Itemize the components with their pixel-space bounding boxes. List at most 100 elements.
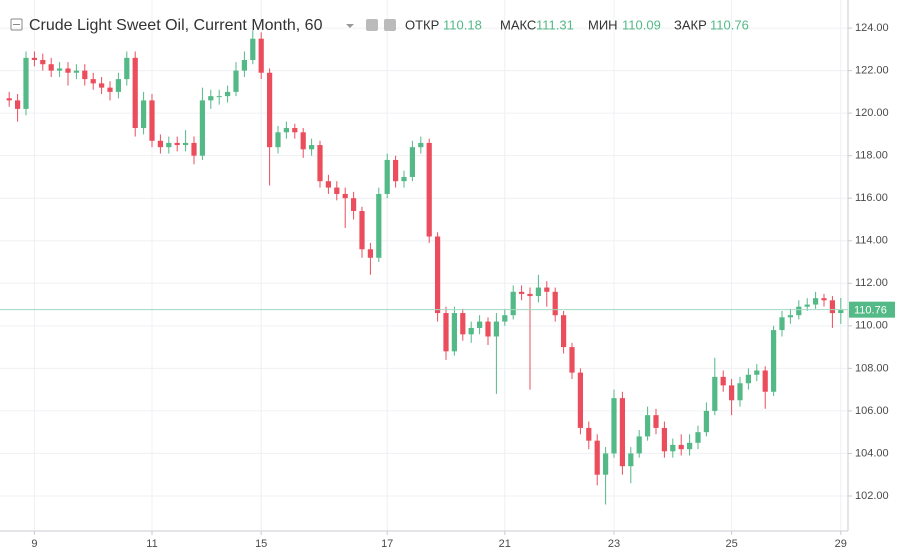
candle-body bbox=[502, 315, 508, 322]
hide-icon[interactable] bbox=[384, 19, 396, 31]
candle-body bbox=[317, 145, 323, 182]
candle-body bbox=[40, 59, 46, 65]
candle-body bbox=[359, 210, 365, 250]
x-tick-label: 15 bbox=[255, 538, 267, 550]
candle-body bbox=[376, 193, 382, 258]
candle-body bbox=[350, 198, 357, 211]
last-price-box bbox=[849, 301, 895, 318]
candle-body bbox=[82, 70, 88, 80]
settings-icon[interactable] bbox=[366, 19, 378, 31]
candle-body bbox=[182, 142, 189, 146]
candle-body bbox=[728, 385, 735, 401]
candle-body bbox=[569, 347, 575, 373]
collapse-icon[interactable] bbox=[10, 18, 23, 31]
candle-body bbox=[124, 57, 130, 80]
candle-body bbox=[636, 436, 642, 454]
candle-body bbox=[586, 427, 592, 441]
candle-body bbox=[48, 64, 54, 71]
candle-body bbox=[250, 38, 256, 60]
candle-body bbox=[224, 91, 231, 97]
candle-body bbox=[191, 142, 197, 156]
candle-body bbox=[300, 132, 306, 150]
stat-label: МАКС bbox=[500, 17, 536, 32]
candle-body bbox=[787, 315, 794, 318]
y-tick-label: 110.00 bbox=[855, 320, 888, 332]
candle-body bbox=[653, 415, 659, 428]
x-tick-label: 17 bbox=[381, 538, 393, 550]
candle-body bbox=[510, 291, 516, 316]
y-tick-label: 114.00 bbox=[855, 235, 888, 247]
candle-body bbox=[98, 83, 105, 88]
x-tick-label: 25 bbox=[725, 538, 737, 550]
candle-body bbox=[644, 415, 651, 437]
chart-title: Crude Light Sweet Oil, Current Month, 60 bbox=[29, 17, 323, 34]
candle-body bbox=[166, 142, 172, 148]
candle-body bbox=[619, 398, 626, 467]
candle-body bbox=[745, 374, 752, 384]
candle-body bbox=[292, 128, 298, 133]
candle-body bbox=[23, 57, 29, 109]
x-tick-label: 21 bbox=[499, 538, 511, 550]
stat-value: 110.18 bbox=[443, 17, 482, 32]
candle-body bbox=[418, 142, 424, 148]
candle-body bbox=[838, 309, 844, 314]
candle-body bbox=[90, 79, 96, 84]
y-tick-label: 112.00 bbox=[855, 277, 888, 289]
candle-body bbox=[14, 100, 21, 109]
candle-body bbox=[821, 298, 827, 301]
candle-body bbox=[611, 398, 617, 454]
candle-body bbox=[661, 427, 668, 452]
candle-body bbox=[241, 59, 248, 71]
y-tick-label: 104.00 bbox=[855, 447, 889, 459]
candle-body bbox=[796, 306, 802, 316]
candle-body bbox=[737, 383, 743, 401]
candle-body bbox=[754, 370, 760, 375]
candle-body bbox=[670, 444, 676, 452]
candle-body bbox=[258, 38, 264, 73]
candle-body bbox=[325, 181, 332, 188]
candle-body bbox=[384, 159, 390, 194]
candle-body bbox=[762, 370, 768, 392]
last-price-label: 110.76 bbox=[854, 305, 887, 317]
candle-body bbox=[560, 315, 567, 348]
candle-body bbox=[695, 432, 701, 443]
candle-body bbox=[460, 313, 466, 335]
candle-body bbox=[804, 304, 810, 307]
candle-body bbox=[208, 96, 214, 101]
y-tick-label: 118.00 bbox=[855, 150, 888, 162]
candle-body bbox=[275, 132, 281, 148]
stat-label: ЗАКР bbox=[674, 17, 707, 32]
candle-body bbox=[174, 142, 180, 146]
plot-area bbox=[0, 0, 848, 530]
y-tick-label: 106.00 bbox=[855, 405, 889, 417]
candle-body bbox=[493, 321, 500, 337]
candle-body bbox=[56, 68, 63, 71]
stat-label: МИН bbox=[588, 17, 618, 32]
stat-value: 111.31 bbox=[536, 17, 574, 32]
dropdown-caret[interactable] bbox=[346, 24, 354, 28]
stat-value: 110.76 bbox=[710, 17, 749, 32]
candle-body bbox=[401, 176, 407, 182]
x-tick-label: 9 bbox=[31, 538, 37, 550]
candle-body bbox=[552, 291, 558, 316]
x-tick-label: 23 bbox=[608, 538, 620, 550]
candle-body bbox=[149, 100, 155, 141]
candle-body bbox=[451, 313, 458, 352]
candle-body bbox=[216, 96, 222, 98]
candle-body bbox=[266, 72, 273, 148]
candle-body bbox=[535, 287, 542, 297]
candle-body bbox=[443, 313, 449, 352]
candle-body bbox=[628, 453, 634, 467]
y-tick-label: 108.00 bbox=[855, 362, 889, 374]
candle-body bbox=[392, 159, 399, 182]
candle-body bbox=[283, 128, 290, 133]
stat-value: 110.09 bbox=[622, 17, 661, 32]
x-tick-label: 11 bbox=[146, 538, 157, 550]
candle-body bbox=[476, 321, 483, 328]
candle-body bbox=[157, 140, 164, 148]
candle-body bbox=[720, 376, 726, 386]
candle-body bbox=[678, 444, 684, 450]
y-tick-label: 116.00 bbox=[855, 192, 888, 204]
candle-body bbox=[812, 298, 819, 305]
